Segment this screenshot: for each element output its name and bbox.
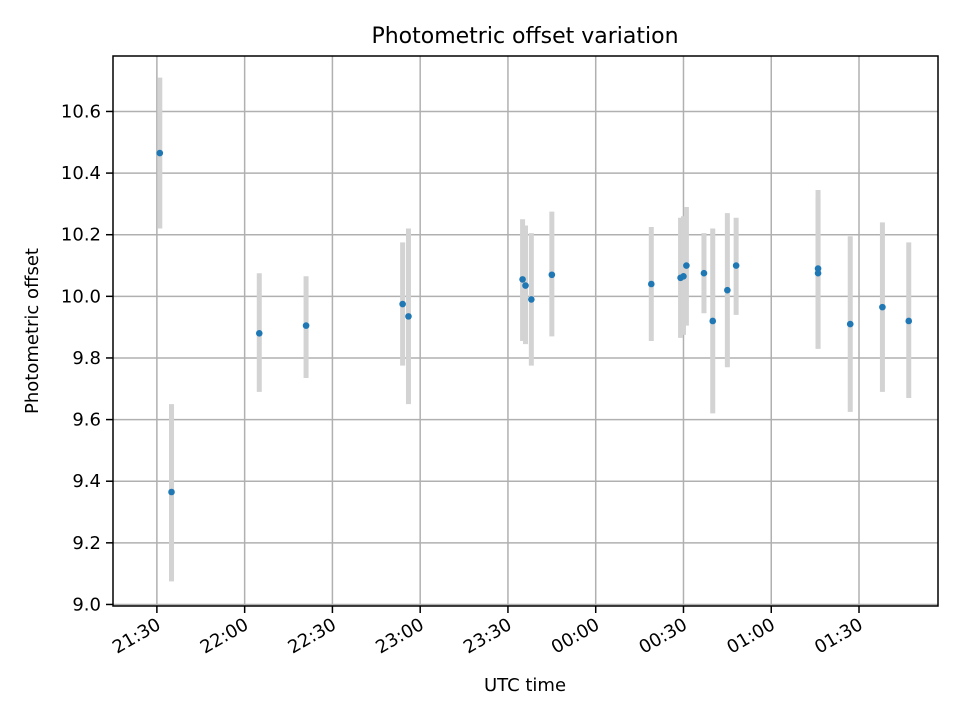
chart-title: Photometric offset variation [371, 24, 678, 49]
data-point [905, 317, 913, 325]
data-point [528, 296, 535, 303]
data-point [709, 317, 717, 325]
data-point [399, 300, 406, 308]
data-point [647, 280, 655, 288]
y-tick-label: 9.8 [72, 348, 101, 369]
y-tick-label: 10.6 [61, 101, 101, 122]
y-tick-label: 9.2 [72, 533, 101, 554]
data-point [879, 303, 886, 311]
y-tick-label: 9.4 [72, 471, 101, 492]
data-point [548, 271, 556, 279]
data-point [522, 282, 529, 289]
data-point [814, 265, 822, 272]
data-point [680, 273, 687, 280]
data-point [519, 276, 526, 283]
data-points [156, 149, 913, 496]
data-point [732, 262, 740, 269]
data-point [255, 330, 263, 337]
y-tick-label: 9.6 [72, 410, 101, 431]
data-point [814, 269, 822, 277]
data-point [302, 322, 310, 329]
y-axis-label: Photometric offset [22, 248, 43, 414]
data-point [700, 269, 708, 277]
data-point [724, 286, 731, 294]
y-tick-label: 10.2 [61, 225, 101, 246]
data-point [168, 488, 175, 496]
y-tick-label: 9.0 [72, 594, 101, 615]
x-axis-label: UTC time [484, 675, 566, 696]
data-point [683, 262, 690, 269]
plot-frame [112, 55, 939, 607]
y-tick-label: 10.0 [61, 286, 101, 307]
y-tick-label: 10.4 [61, 163, 101, 184]
data-point [405, 313, 412, 320]
data-point [156, 149, 164, 157]
data-point [846, 320, 854, 328]
